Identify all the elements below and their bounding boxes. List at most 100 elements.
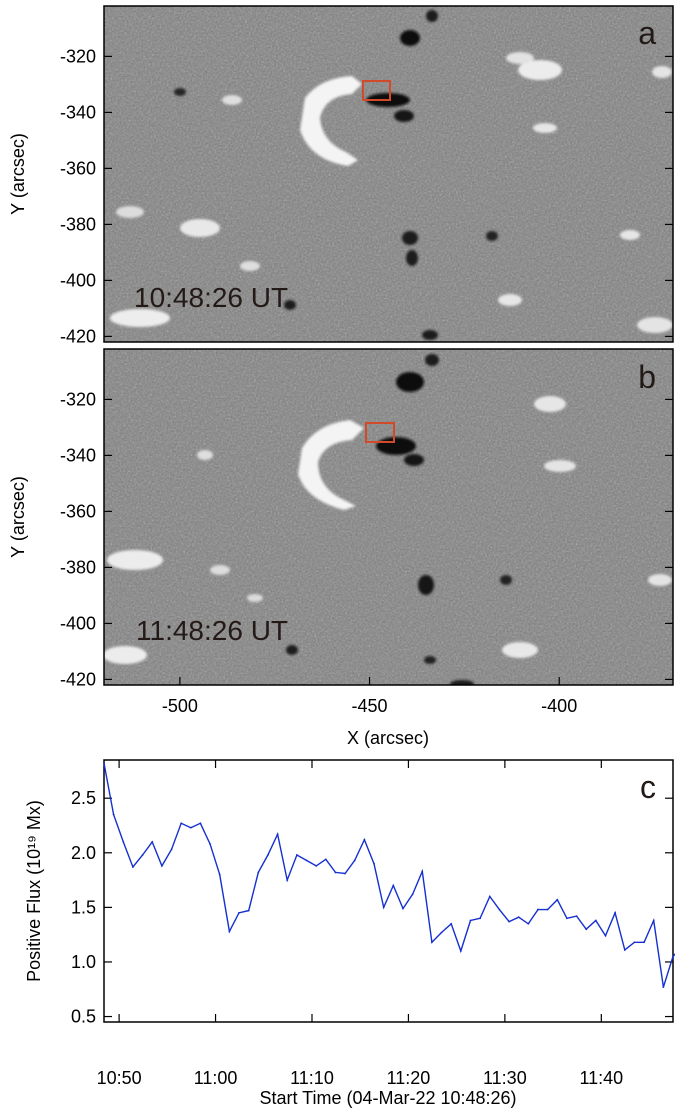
- panel-c-x-tick-label: 10:50: [97, 1068, 142, 1088]
- panel-b-x-ticks: -500 -450 -400: [162, 677, 577, 716]
- flux-data-point: [421, 870, 424, 873]
- flux-data-point: [295, 854, 298, 856]
- panel-c-x-tick-label: 11:30: [483, 1068, 527, 1088]
- panel-a-y-tick-label: -360: [60, 158, 96, 178]
- flux-data-point: [546, 908, 549, 911]
- panel-a-y-tick-label: -340: [60, 102, 96, 122]
- flux-data-point: [527, 922, 530, 925]
- flux-data-point: [440, 931, 443, 934]
- panel-c-y-tick-label: 2.5: [71, 788, 96, 808]
- panel-b-y-tick-label: -320: [60, 389, 96, 409]
- flux-data-point: [662, 986, 665, 988]
- flux-data-point: [112, 813, 115, 816]
- flux-data-point: [151, 840, 154, 843]
- panel-c-x-axis-label: Start Time (04-Mar-22 10:48:26): [259, 1088, 516, 1108]
- flux-data-point: [643, 941, 645, 944]
- flux-data-point: [633, 941, 636, 944]
- panel-c-x-tick-label: 11:00: [194, 1068, 238, 1088]
- flux-data-point: [267, 854, 269, 856]
- flux-data-point: [575, 915, 578, 918]
- flux-data-point: [517, 916, 520, 919]
- panel-a-frame: [103, 5, 674, 343]
- flux-data-point: [411, 893, 414, 896]
- flux-data-point: [180, 822, 183, 825]
- flux-data-point: [363, 838, 366, 841]
- panel-c-x-tick-label: 11:20: [387, 1068, 431, 1088]
- panel-a-letter: a: [638, 15, 656, 51]
- flux-data-point: [170, 848, 173, 851]
- flux-data-point: [373, 862, 375, 865]
- flux-data-point: [286, 879, 289, 881]
- panel-c-y-tick-label: 1.5: [71, 897, 96, 917]
- flux-data-point: [334, 871, 337, 874]
- panel-a-y-tick-label: -380: [60, 214, 96, 234]
- magnetogram-a-noise: [104, 6, 673, 342]
- panel-b-y-tick-label: -420: [60, 669, 96, 689]
- flux-data-point: [209, 843, 211, 845]
- flux-data-point: [160, 864, 163, 867]
- panel-b-magnetogram: -320-340-360-380-400-420 -500 -450 -400 b …: [8, 348, 674, 748]
- panel-a-timestamp: 10:48:26 UT: [134, 282, 288, 313]
- panel-b-x-tick-label: -500: [162, 696, 198, 716]
- panel-c-x-tick-label: 11:10: [290, 1068, 334, 1088]
- flux-data-point: [344, 872, 347, 875]
- panel-c-frame: [103, 759, 674, 1023]
- panel-b-y-tick-label: -360: [60, 501, 96, 521]
- panel-b-letter: b: [638, 359, 656, 395]
- flux-data-point: [623, 949, 626, 951]
- flux-data-point: [103, 762, 105, 765]
- panel-b-y-tick-label: -340: [60, 445, 96, 465]
- panel-c-y-tick-label: 2.0: [71, 843, 96, 863]
- panel-a-y-tick-label: -420: [60, 326, 96, 346]
- panel-c-flux-chart: 0.5 1.0 1.5 2.0 2.5 10:50 11:00 11:10 11:20 11:3…: [24, 759, 675, 1108]
- panel-a-y-tick-label: -320: [60, 46, 96, 66]
- flux-data-point: [122, 840, 125, 843]
- panel-b-x-tick-label: -450: [352, 696, 388, 716]
- panel-a-y-tick-label: -400: [60, 270, 96, 290]
- flux-data-point: [614, 911, 617, 914]
- flux-data-point: [315, 864, 318, 867]
- panel-c-x-tick-label: 11:40: [579, 1068, 623, 1088]
- flux-data-point: [276, 833, 279, 836]
- panel-c-y-tick-label: 0.5: [71, 1007, 96, 1027]
- flux-data-point: [566, 917, 568, 920]
- panel-b-x-tick-label: -400: [541, 696, 577, 716]
- panel-b-y-tick-label: -400: [60, 613, 96, 633]
- flux-data-point: [594, 919, 597, 922]
- panel-a-y-axis-label: Y (arcsec): [8, 133, 28, 215]
- panel-c-letter: c: [640, 769, 656, 805]
- magnetogram-b-noise: [104, 349, 673, 685]
- panel-b-timestamp: 11:48:26 UT: [136, 615, 288, 646]
- region-box-b: [365, 422, 395, 443]
- flux-data-point: [228, 930, 231, 933]
- flux-data-point: [469, 919, 472, 922]
- flux-data-point: [257, 871, 260, 874]
- flux-data-point: [238, 911, 240, 914]
- magnetogram-b-positive-polarity: [104, 396, 672, 664]
- flux-data-point: [189, 826, 192, 829]
- panel-b-y-ticks: -320 -340 -360 -380 -400 -420: [60, 389, 673, 689]
- flux-data-point: [247, 909, 250, 912]
- flux-data-point: [508, 920, 510, 923]
- panel-a-magnetogram: -320 -340 -360 -380 -400 -420 a 10:48:26 UT Y…: [8, 5, 674, 346]
- positive-flux-points: [103, 762, 674, 988]
- flux-data-point: [218, 873, 221, 876]
- flux-data-point: [392, 884, 395, 887]
- panel-c-y-axis-label: Positive Flux (10¹⁹ Mx): [24, 800, 44, 982]
- flux-data-point: [556, 898, 559, 901]
- panel-c-y-ticks: 0.5 1.0 1.5 2.0 2.5: [71, 788, 673, 1027]
- flux-data-point: [305, 859, 308, 862]
- flux-data-point: [199, 822, 202, 825]
- flux-data-point: [498, 908, 501, 911]
- flux-data-point: [672, 955, 674, 958]
- panel-a-y-ticks: -320 -340 -360 -380 -400 -420: [60, 46, 673, 346]
- flux-data-point: [324, 858, 327, 861]
- flux-data-point: [141, 854, 144, 856]
- flux-data-point: [479, 917, 482, 920]
- flux-data-point: [459, 950, 462, 952]
- flux-data-point: [537, 908, 539, 911]
- panel-b-y-tick-label: -380: [60, 557, 96, 577]
- flux-data-point: [604, 934, 607, 937]
- flux-data-point: [488, 895, 491, 898]
